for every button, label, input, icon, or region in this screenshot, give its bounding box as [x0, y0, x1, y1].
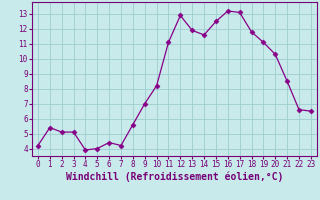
X-axis label: Windchill (Refroidissement éolien,°C): Windchill (Refroidissement éolien,°C) [66, 172, 283, 182]
